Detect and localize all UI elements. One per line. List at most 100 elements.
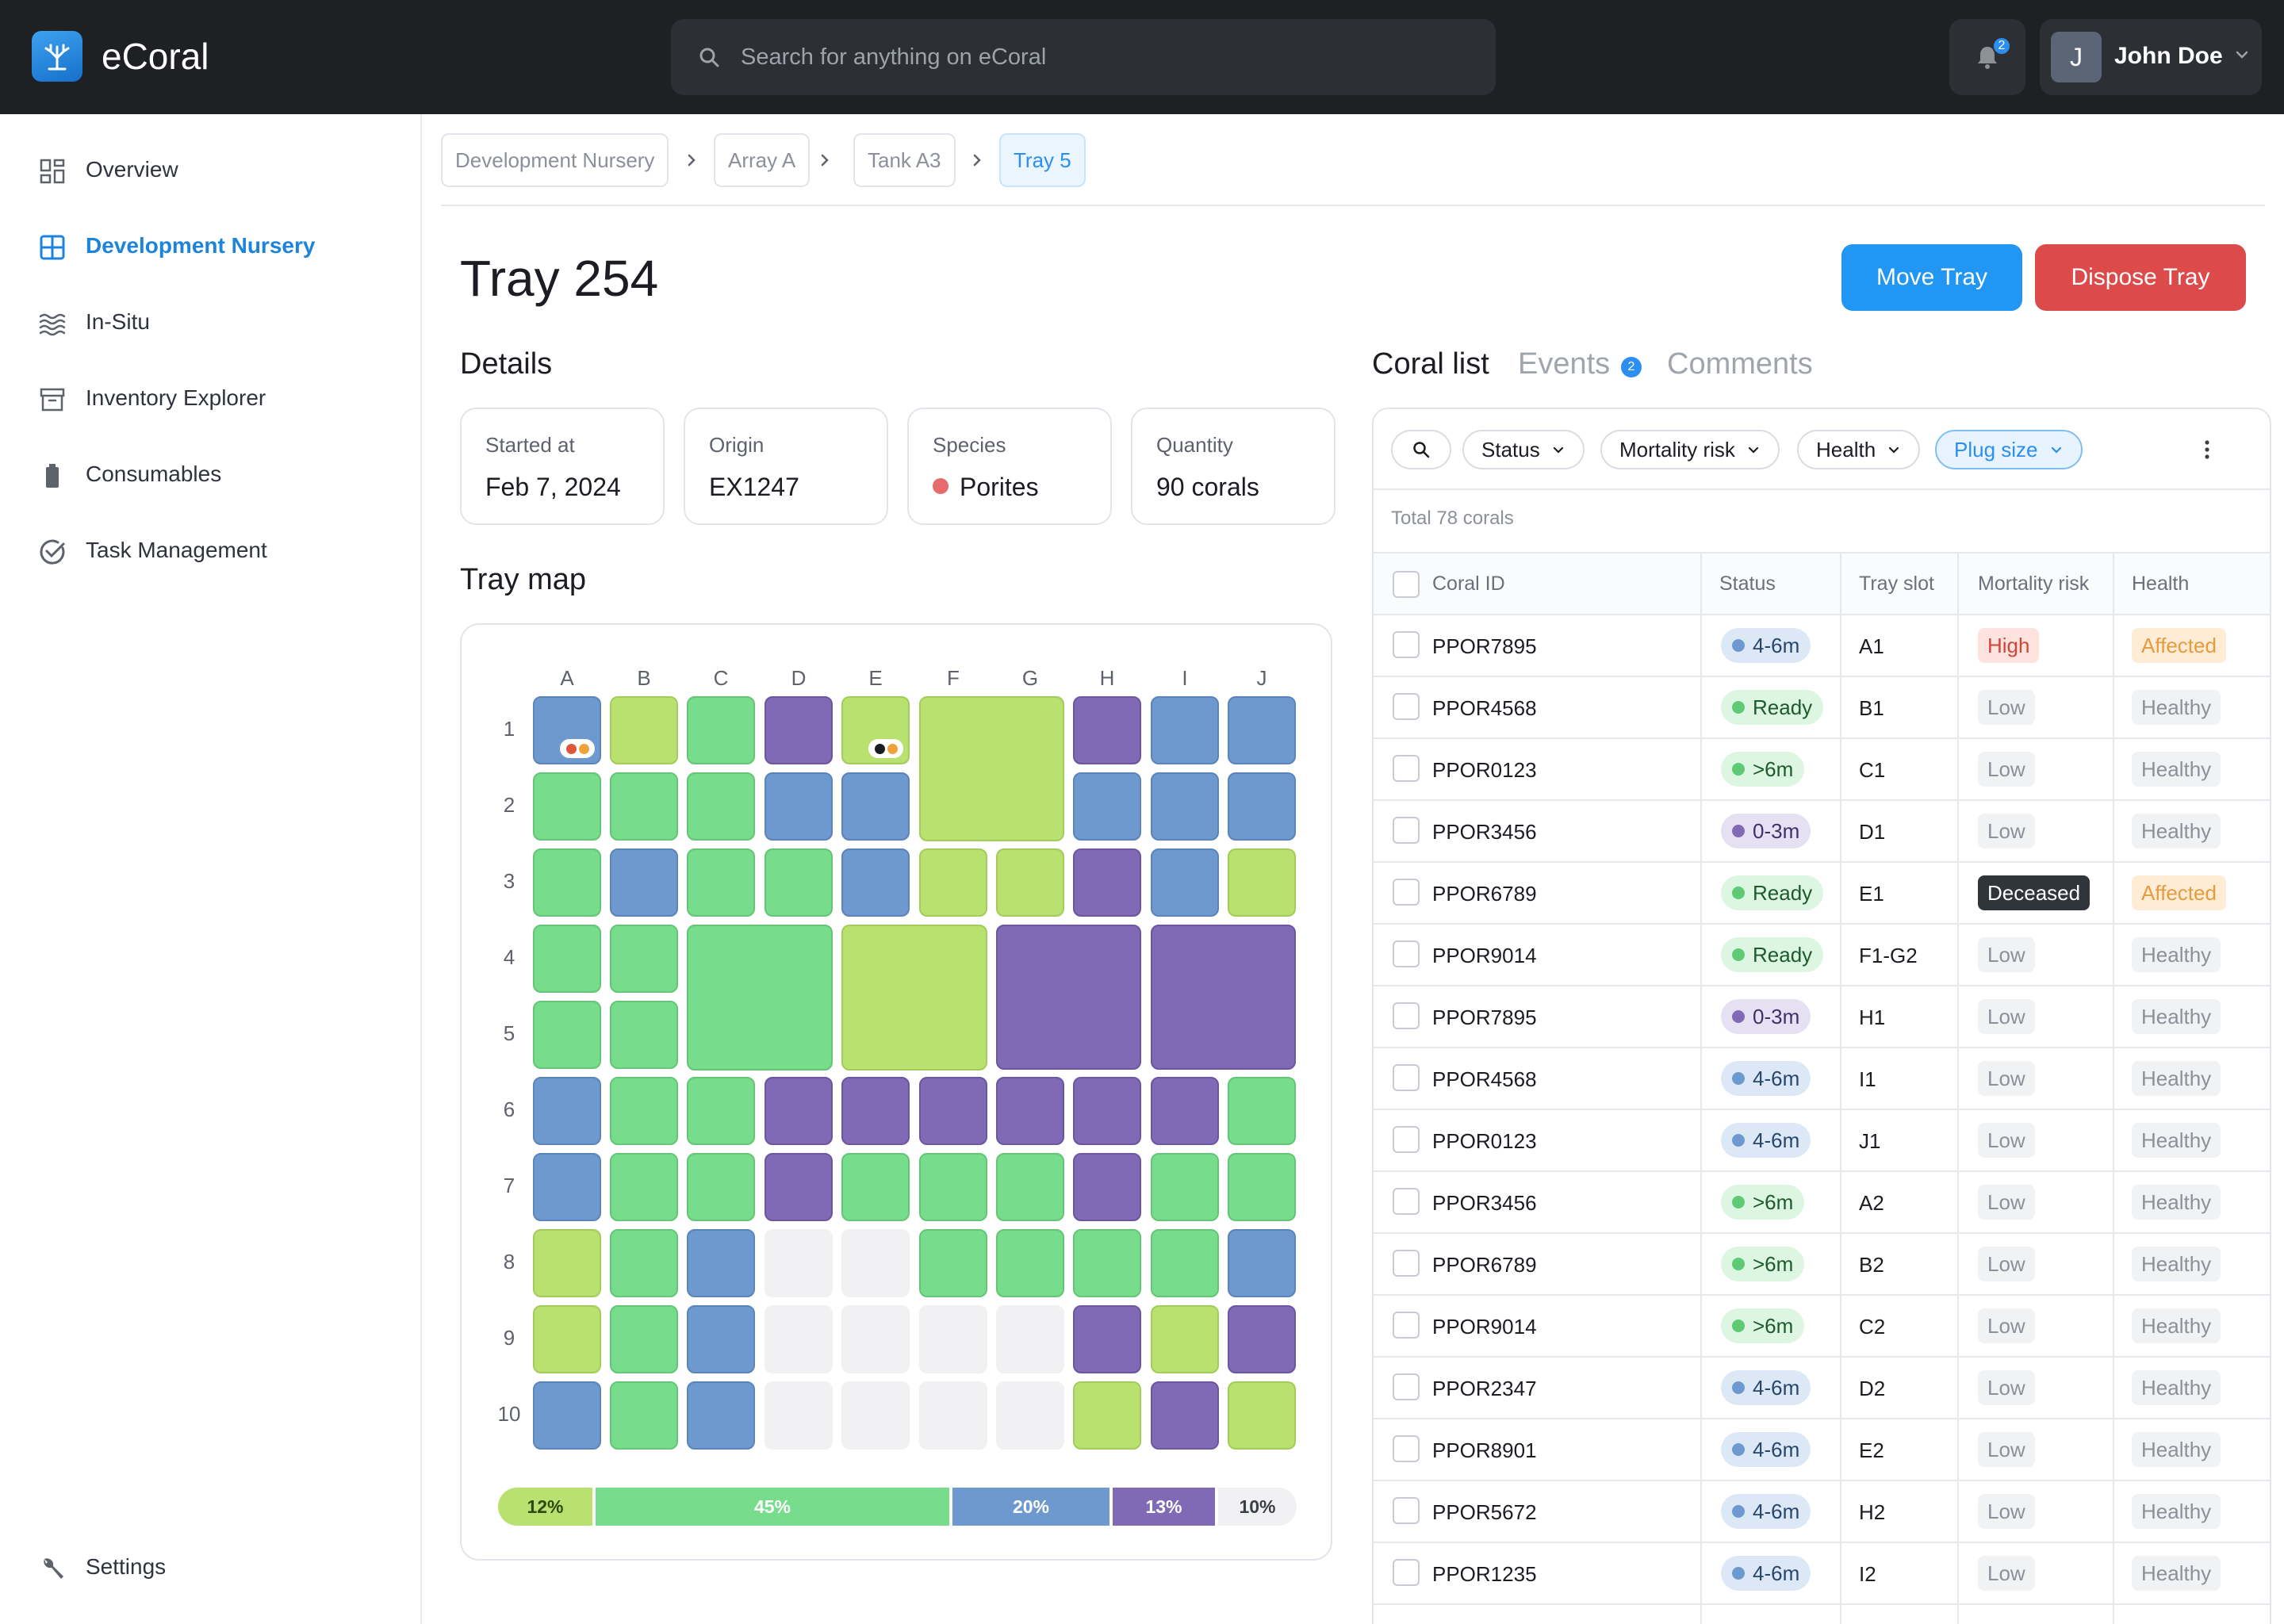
tray-slot[interactable] [1228,1381,1296,1450]
sidebar-item-task-management[interactable]: Task Management [0,519,420,582]
tray-slot[interactable] [610,1001,678,1069]
filter-health[interactable]: Health [1797,430,1921,469]
row-checkbox[interactable] [1393,1126,1420,1153]
table-row[interactable]: PPOR6789 Ready E1 Deceased Affected [1374,863,2270,925]
row-checkbox[interactable] [1393,1435,1420,1462]
table-row[interactable]: PPOR9014 >6m C2 Low Healthy [1374,1296,2270,1358]
row-checkbox[interactable] [1393,1312,1420,1339]
tray-slot[interactable] [1073,1077,1141,1145]
row-checkbox[interactable] [1393,817,1420,844]
tray-slot[interactable] [610,1305,678,1373]
tray-slot[interactable] [765,848,833,917]
tray-slot[interactable] [1151,1381,1219,1450]
tab-comments[interactable]: Comments [1667,347,1813,381]
tray-slot[interactable] [610,1381,678,1450]
tray-slot[interactable] [533,1305,601,1373]
column-header[interactable]: Status [1719,573,1776,595]
tray-slot[interactable] [687,1229,755,1297]
tray-slot[interactable] [919,848,987,917]
tray-slot[interactable] [841,1077,910,1145]
tray-slot[interactable] [1151,772,1219,841]
tray-slot[interactable] [919,1153,987,1221]
tray-slot[interactable] [765,772,833,841]
tray-slot[interactable] [1228,772,1296,841]
breadcrumb-development-nursery[interactable]: Development Nursery [441,133,669,187]
tray-slot[interactable] [1073,1305,1141,1373]
coral-logo-icon[interactable] [32,31,82,82]
tray-slot[interactable] [687,925,833,1071]
tray-slot[interactable] [687,1381,755,1450]
tray-slot[interactable] [841,772,910,841]
tray-slot[interactable] [1151,696,1219,764]
row-checkbox[interactable] [1393,1064,1420,1091]
tray-slot[interactable] [841,696,910,764]
tab-coral-list[interactable]: Coral list [1372,347,1489,381]
filter-status[interactable]: Status [1462,430,1585,469]
table-row[interactable]: PPOR4568 4-6m I1 Low Healthy [1374,1048,2270,1110]
search-input[interactable] [741,19,1454,95]
tray-slot[interactable] [1228,1229,1296,1297]
row-checkbox[interactable] [1393,1497,1420,1524]
tray-slot[interactable] [1151,1153,1219,1221]
tray-slot[interactable] [1151,1077,1219,1145]
tray-slot[interactable] [919,1077,987,1145]
tray-slot[interactable] [841,1153,910,1221]
table-row[interactable]: PPOR7895 0-3m H1 Low Healthy [1374,986,2270,1048]
tray-slot[interactable] [610,772,678,841]
row-checkbox[interactable] [1393,1559,1420,1586]
list-search-button[interactable] [1391,430,1451,469]
row-checkbox[interactable] [1393,1250,1420,1277]
tray-slot[interactable] [610,696,678,764]
table-row[interactable]: PPOR1235 4-6m I2 Low Healthy [1374,1543,2270,1605]
tray-slot[interactable] [610,925,678,993]
row-checkbox[interactable] [1393,755,1420,782]
tray-slot[interactable] [919,696,1064,841]
table-row[interactable]: PPOR9014 Ready F1-G2 Low Healthy [1374,925,2270,986]
tray-slot[interactable] [1073,1229,1141,1297]
breadcrumb-array-a[interactable]: Array A [714,133,811,187]
dispose-tray-button[interactable]: Dispose Tray [2035,244,2246,311]
table-row[interactable]: PPOR0123 4-6m J1 Low Healthy [1374,1110,2270,1172]
sidebar-item-consumables[interactable]: Consumables [0,442,420,506]
table-row[interactable]: PPOR2347 4-6m D2 Low Healthy [1374,1358,2270,1419]
tray-slot[interactable] [841,848,910,917]
tray-slot[interactable] [533,1077,601,1145]
tray-slot[interactable] [687,1077,755,1145]
filter-plug-size[interactable]: Plug size [1935,430,2083,469]
tray-slot[interactable] [687,696,755,764]
move-tray-button[interactable]: Move Tray [1841,244,2022,311]
tray-slot[interactable] [687,848,755,917]
tray-slot[interactable] [996,1077,1064,1145]
filter-mortality-risk[interactable]: Mortality risk [1600,430,1780,469]
tray-slot[interactable] [1151,925,1296,1070]
row-checkbox[interactable] [1393,693,1420,720]
tray-slot[interactable] [610,1077,678,1145]
row-checkbox[interactable] [1393,1002,1420,1029]
tray-slot[interactable] [610,1153,678,1221]
tray-slot[interactable] [533,1153,601,1221]
tray-slot[interactable] [533,1001,601,1069]
row-checkbox[interactable] [1393,879,1420,906]
row-checkbox[interactable] [1393,940,1420,967]
tray-slot[interactable] [1073,772,1141,841]
row-checkbox[interactable] [1393,1373,1420,1400]
breadcrumb-tray-5[interactable]: Tray 5 [999,133,1086,187]
more-options-icon[interactable] [2195,438,2219,462]
tray-slot[interactable] [1228,696,1296,764]
table-row[interactable]: PPOR3456 0-3m D1 Low Healthy [1374,801,2270,863]
sidebar-item-settings[interactable]: Settings [0,1535,420,1599]
tray-slot[interactable] [996,1153,1064,1221]
tray-slot[interactable] [1228,848,1296,917]
tray-slot[interactable] [1151,1229,1219,1297]
tray-slot[interactable] [841,925,987,1071]
tray-slot[interactable] [765,696,833,764]
notifications-button[interactable]: 2 [1949,19,2025,95]
tray-slot[interactable] [610,848,678,917]
sidebar-item-inventory-explorer[interactable]: Inventory Explorer [0,366,420,430]
tray-slot[interactable] [1151,848,1219,917]
tray-slot[interactable] [533,1381,601,1450]
tray-slot[interactable] [996,925,1141,1070]
tray-slot[interactable] [1228,1305,1296,1373]
sidebar-item-overview[interactable]: Overview [0,138,420,201]
table-row[interactable]: PPOR0123 >6m C1 Low Healthy [1374,739,2270,801]
